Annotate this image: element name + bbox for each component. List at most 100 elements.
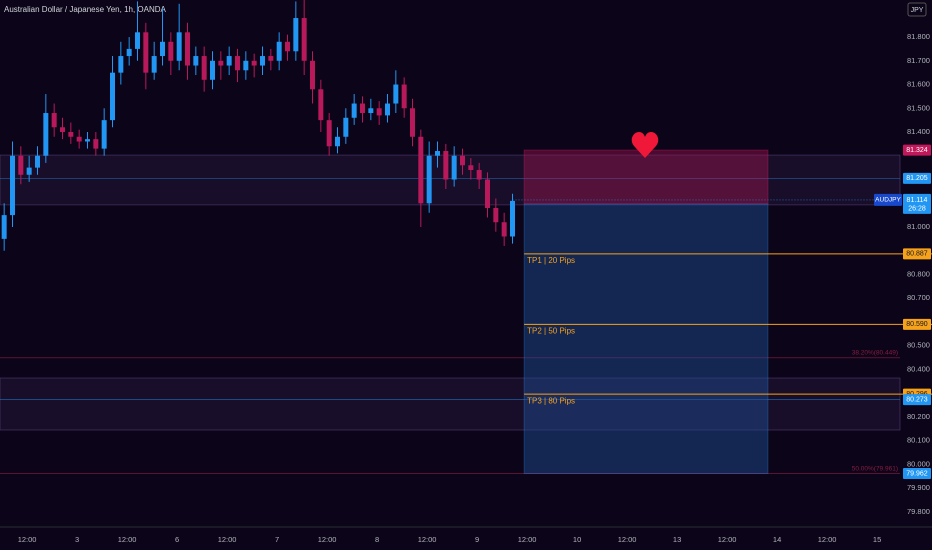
candle-body [160,41,165,57]
x-tick-label: 12:00 [718,535,737,544]
countdown-label: 26:28 [908,205,926,212]
candle-body [226,56,232,66]
candle-body [18,155,24,175]
candle-body [251,60,257,66]
y-tick-label: 79.900 [907,483,930,492]
y-tick-label: 80.800 [907,269,930,278]
candle-body [335,136,340,147]
tp-label: TP2 | 50 Pips [527,326,575,335]
candle-body [435,151,440,156]
chart-title: Australian Dollar / Japanese Yen, 1h, OA… [4,5,167,14]
y-tick-label: 80.500 [907,341,930,350]
candle-body [1,215,7,239]
fib-label: 38.20%(80.449) [852,350,898,357]
y-tick-label: 79.800 [907,507,930,516]
candle-body [510,200,515,237]
tp-label: TP1 | 20 Pips [527,256,575,265]
candle-body [351,103,357,118]
candle-body [235,56,240,71]
candle-body [418,136,424,204]
tp-tag [903,318,931,330]
candle-body [176,32,182,61]
x-tick-label: 12:00 [18,535,37,544]
candle-body [426,155,432,204]
candle-body [26,167,32,175]
candle-body [360,103,365,114]
candle-body [393,84,399,104]
candle-body [218,60,224,66]
candle-body [76,136,82,142]
candle-body [243,60,249,71]
candle-body [101,120,107,149]
candle-body [276,41,282,61]
x-tick-label: 9 [475,535,479,544]
candle-body [143,32,149,73]
target-zone [523,203,769,474]
candle-body [51,113,57,128]
x-tick-label: 12:00 [218,535,237,544]
candle-body [210,60,215,80]
candle-body [401,84,407,109]
candle-body [35,155,40,168]
y-tick-label: 81.700 [907,56,930,65]
currency-box[interactable] [907,2,927,17]
candle-body [443,151,449,180]
x-tick-label: 6 [175,535,179,544]
price-tag [903,467,931,479]
candle-body [310,60,315,90]
candle-body [501,222,507,237]
x-tick-label: 13 [673,535,681,544]
zone [0,377,901,431]
zone [0,154,901,206]
x-tick-label: 12:00 [518,535,537,544]
candle-body [185,32,190,66]
candle-body [493,208,499,223]
candle-body [451,155,457,180]
x-tick-label: 12:00 [318,535,337,544]
candle-body [301,18,307,61]
x-tick-label: 10 [573,535,581,544]
currency-label[interactable]: JPY [911,7,924,14]
price-tag-label: 80.273 [906,396,928,403]
last-price-label: 81.114 [907,197,928,204]
candle-body [318,89,324,121]
y-tick-label: 80.100 [907,436,930,445]
y-tick-label: 81.800 [907,32,930,41]
y-tick-label: 81.000 [907,222,930,231]
candle-body [326,120,332,147]
stop-zone [523,149,769,205]
y-tick-label: 80.200 [907,412,930,421]
x-tick-label: 12:00 [418,535,437,544]
candle-body [68,132,74,137]
y-tick-label: 80.000 [907,459,930,468]
x-tick-label: 8 [375,535,379,544]
price-tag [903,394,931,406]
candle-body [260,56,265,66]
tp-tag [903,248,931,260]
candle-body [60,127,65,133]
y-tick-label: 81.600 [907,80,930,89]
candle-body [368,108,374,114]
candle-body [110,72,115,121]
candle-body [376,108,382,116]
candle-body [468,165,474,171]
tp-tag-label: 80.887 [906,251,928,258]
y-tick-label: 81.500 [907,103,930,112]
candle-body [168,41,174,61]
x-tick-label: 12:00 [618,535,637,544]
candle-body [460,155,465,166]
candle-body [293,18,299,52]
candle-body [410,108,415,137]
candle-body [135,32,140,49]
x-tick-label: 3 [75,535,79,544]
last-price-tag [903,193,931,214]
y-tick-label: 80.700 [907,293,930,302]
y-tick-label: 81.400 [907,127,930,136]
candle-body [10,155,15,216]
heart-icon [631,132,659,158]
candle-body [268,56,274,61]
candle-body [193,56,199,66]
